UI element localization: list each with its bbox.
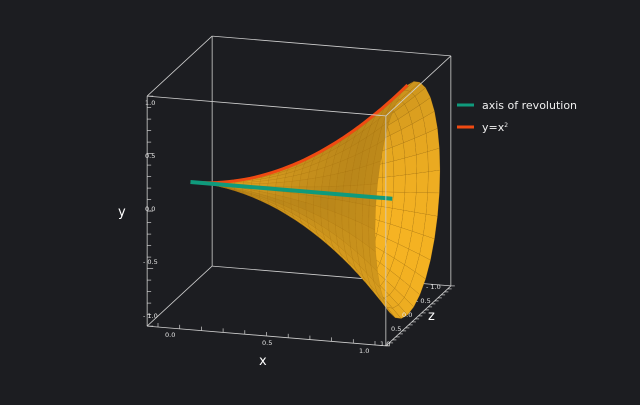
- surface-patch: [373, 233, 388, 253]
- y-tick-label: - 1.0: [143, 312, 158, 320]
- legend: axis of revolution y=x2: [457, 99, 577, 134]
- legend-label-text: y=x: [482, 121, 505, 134]
- surface-patch: [382, 175, 395, 193]
- y-tick-label: 1.0: [145, 99, 155, 107]
- y-tick-label: - 0.5: [143, 258, 158, 266]
- surface-patch: [355, 202, 363, 225]
- z-tick-label: - 1.0: [426, 283, 441, 291]
- y-tick-label: 0.0: [145, 205, 155, 213]
- legend-superscript: 2: [504, 122, 508, 129]
- surface-patch: [306, 177, 316, 188]
- surface-patch: [391, 191, 406, 211]
- z-tick-label: 0.0: [402, 311, 412, 319]
- box-edge: [146, 35, 213, 97]
- surface-patch: [423, 213, 438, 240]
- surface-patch: [368, 205, 376, 231]
- z-tick-label: - 0.5: [416, 297, 431, 305]
- axis-of-revolution-line: [190, 180, 393, 201]
- surface-patch: [291, 180, 301, 188]
- legend-item-curve[interactable]: y=x2: [457, 121, 508, 134]
- legend-label: y=x2: [482, 121, 508, 134]
- surface-patch: [404, 154, 417, 176]
- surface-patch: [403, 192, 417, 213]
- surface: [190, 81, 441, 319]
- surface-patch: [404, 173, 417, 193]
- surface-patch: [368, 226, 376, 253]
- surface-patch: [397, 227, 413, 250]
- surface-patch: [425, 192, 440, 217]
- surface-patch: [392, 304, 408, 319]
- x-tick-label: 1.0: [359, 347, 369, 355]
- box-edge: [146, 265, 213, 327]
- axis-ticks: [147, 95, 455, 347]
- z-axis-label: z: [428, 309, 435, 324]
- surface-patch: [267, 182, 277, 187]
- box-edge: [147, 95, 386, 117]
- box-edge: [212, 35, 451, 57]
- surface-patch: [427, 169, 441, 194]
- surface-patch: [348, 201, 357, 222]
- surface-patch: [415, 171, 429, 194]
- surface-patch: [361, 204, 370, 228]
- x-tick-label: 0.0: [165, 331, 175, 339]
- x-axis-label: x: [259, 354, 267, 369]
- x-tick-label: 0.5: [262, 339, 272, 347]
- surface-patch: [275, 181, 285, 188]
- surface-patch: [393, 174, 406, 193]
- y-tick-label: 0.5: [145, 152, 155, 160]
- legend-item-axis[interactable]: axis of revolution: [457, 99, 577, 112]
- surface-patch: [341, 200, 350, 219]
- surface-patch: [377, 293, 390, 313]
- box-edge: [385, 55, 452, 117]
- z-tick-label: 1.0: [380, 340, 390, 348]
- curve-y-equals-x-squared: [190, 83, 409, 185]
- surface-patch: [409, 271, 426, 296]
- z-tick-label: 0.5: [391, 325, 401, 333]
- surface-patch: [427, 147, 441, 172]
- surface-patch: [404, 285, 421, 308]
- surface-patch: [414, 192, 428, 215]
- legend-label: axis of revolution: [482, 99, 577, 112]
- curves: [190, 83, 409, 201]
- surface-patch: [298, 178, 309, 188]
- surface-patch: [415, 151, 429, 174]
- y-axis-label: y: [118, 205, 126, 220]
- surface-patch: [283, 181, 293, 188]
